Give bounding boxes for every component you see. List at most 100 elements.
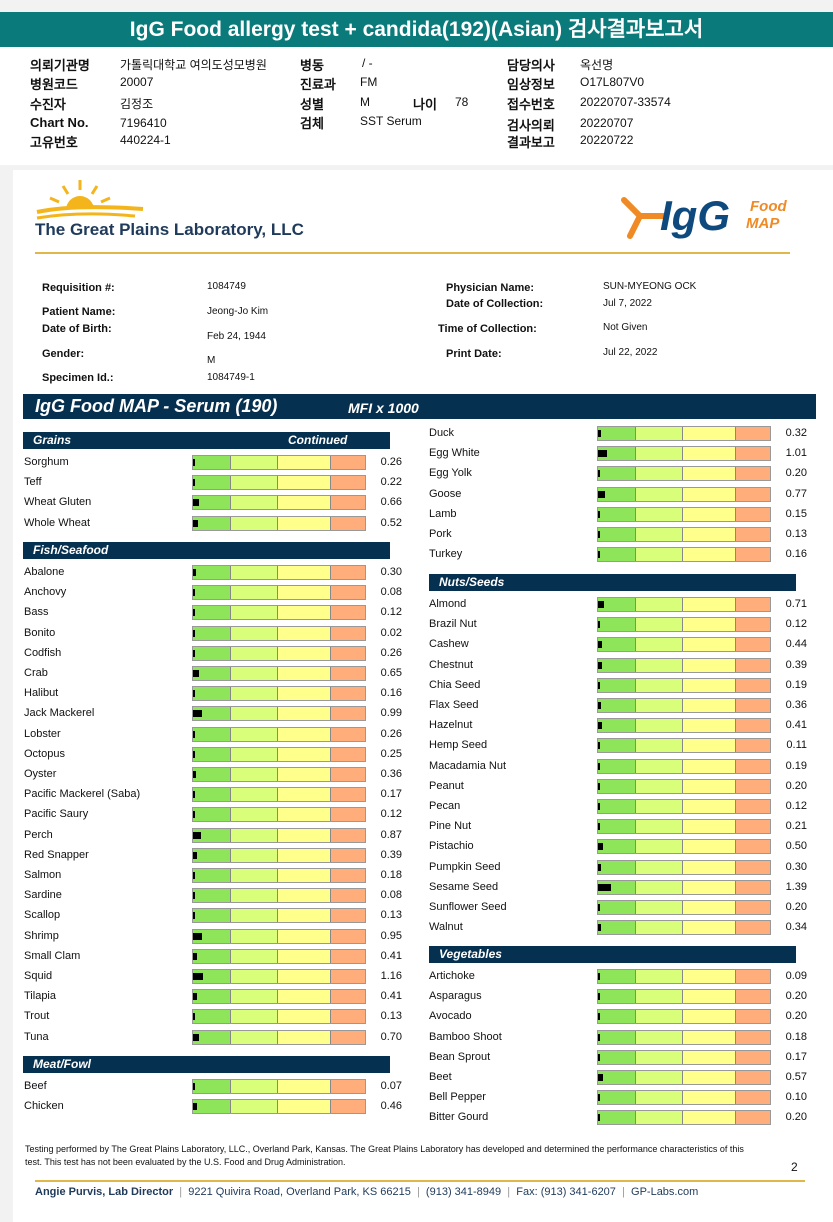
- food-value: 0.10: [785, 1091, 807, 1104]
- patient-name-label: Patient Name:: [42, 306, 116, 318]
- food-name: Codfish: [24, 646, 62, 659]
- collection-time-value: Not Given: [603, 322, 648, 333]
- food-name: Jack Mackerel: [24, 707, 95, 720]
- food-value: 0.57: [785, 1071, 807, 1083]
- food-row: Chestnut 0.39: [429, 655, 809, 675]
- food-row: Egg Yolk 0.20: [429, 463, 809, 483]
- value: 옥선명: [580, 58, 614, 72]
- food-row: Pacific Saury 0.12: [24, 804, 404, 824]
- food-name: Pacific Mackerel (Saba): [24, 788, 141, 801]
- result-marker: [598, 883, 611, 891]
- food-row: Wheat Gluten 0.66: [24, 492, 404, 512]
- food-name: Duck: [429, 427, 455, 439]
- food-value: 0.65: [380, 667, 402, 679]
- result-marker: [193, 670, 199, 677]
- value: / -: [362, 56, 373, 70]
- footer-divider: [35, 1180, 805, 1182]
- food-row: Almond 0.71: [429, 594, 809, 614]
- label: 병동: [300, 58, 324, 73]
- result-bar: [192, 807, 366, 823]
- result-bar: [192, 625, 366, 641]
- result-bar: [192, 1079, 366, 1094]
- result-marker: [193, 730, 195, 738]
- result-marker: [193, 649, 195, 657]
- food-value: 0.46: [380, 1100, 402, 1113]
- food-row: Artichoke 0.09: [429, 966, 809, 986]
- food-row: Red Snapper 0.39: [24, 845, 404, 865]
- result-marker: [598, 702, 601, 709]
- result-bar: [597, 920, 771, 936]
- food-name: Oyster: [24, 768, 57, 780]
- food-value: 0.18: [380, 869, 402, 881]
- food-name: Squid: [24, 970, 53, 982]
- result-marker: [598, 1033, 600, 1041]
- food-row: Brazil Nut 0.12: [429, 614, 809, 634]
- food-value: 0.12: [380, 808, 402, 821]
- disclaimer: Testing performed by The Great Plains La…: [25, 1144, 744, 1167]
- food-row: Lobster 0.26: [24, 724, 404, 744]
- result-bar: [597, 718, 771, 734]
- food-name: Artichoke: [429, 970, 475, 982]
- page-number: 2: [791, 1160, 798, 1174]
- food-name: Abalone: [24, 566, 65, 578]
- result-marker: [193, 952, 197, 960]
- food-value: 0.08: [380, 889, 402, 902]
- result-marker: [598, 843, 603, 851]
- food-name: Beef: [24, 1080, 47, 1092]
- food-value: 0.08: [380, 586, 402, 599]
- food-name: Perch: [24, 828, 53, 841]
- result-marker: [193, 750, 195, 758]
- gender-label: Gender:: [42, 348, 85, 360]
- hospital-header: 의뢰기관명 가톨릭대학교 여의도성모병원 병원코드 20007 수진자 김정조 …: [0, 47, 833, 165]
- result-marker: [598, 1013, 600, 1021]
- food-name: Hazelnut: [429, 719, 473, 732]
- result-bar: [597, 637, 771, 653]
- food-value: 0.13: [380, 909, 402, 922]
- igg-logo-food: Food: [750, 198, 787, 215]
- specimen-value: 1084749-1: [207, 372, 255, 383]
- food-value: 0.20: [785, 901, 807, 913]
- result-marker: [193, 993, 197, 1001]
- label: 검체: [300, 116, 324, 131]
- result-marker: [193, 811, 195, 819]
- result-bar: [597, 677, 771, 693]
- result-marker: [193, 609, 195, 617]
- logo-divider: [35, 252, 790, 254]
- collection-time-label: Time of Collection:: [438, 323, 537, 335]
- food-name: Lamb: [429, 507, 457, 520]
- food-value: 0.36: [380, 768, 402, 780]
- result-bar: [192, 767, 366, 782]
- food-name: Chia Seed: [429, 678, 481, 691]
- result-marker: [598, 470, 600, 478]
- food-row: Squid 1.16: [24, 966, 404, 986]
- section-title: Fish/Seafood: [33, 543, 109, 557]
- result-bar: [192, 787, 366, 803]
- food-row: Flax Seed 0.36: [429, 695, 809, 715]
- food-row: Bean Sprout 0.17: [429, 1047, 809, 1067]
- result-marker: [598, 742, 600, 750]
- food-row: Anchovy 0.08: [24, 582, 404, 602]
- result-bar: [597, 466, 771, 482]
- food-name: Cashew: [429, 638, 469, 651]
- food-value: 0.20: [785, 990, 807, 1003]
- food-name: Pine Nut: [429, 820, 472, 833]
- result-marker: [193, 1103, 197, 1111]
- food-row: Perch 0.87: [24, 825, 404, 845]
- igg-logo-text: IgG: [660, 192, 730, 239]
- label: 접수번호: [507, 97, 555, 112]
- food-row: Bitter Gourd 0.20: [429, 1107, 809, 1127]
- result-bar: [192, 455, 366, 470]
- food-row: Tilapia 0.41: [24, 986, 404, 1006]
- food-row: Duck 0.32: [429, 423, 809, 443]
- result-marker: [598, 722, 602, 730]
- food-row: Avocado 0.20: [429, 1006, 809, 1026]
- lab-name: The Great Plains Laboratory, LLC: [35, 220, 304, 239]
- result-bar: [597, 527, 771, 542]
- result-marker: [193, 690, 195, 698]
- result-marker: [598, 823, 600, 831]
- food-name: Almond: [429, 598, 467, 610]
- lab-fax: Fax: (913) 341-6207: [516, 1186, 616, 1198]
- food-name: Anchovy: [24, 586, 67, 599]
- food-row: Tuna 0.70: [24, 1027, 404, 1047]
- result-marker: [193, 872, 195, 879]
